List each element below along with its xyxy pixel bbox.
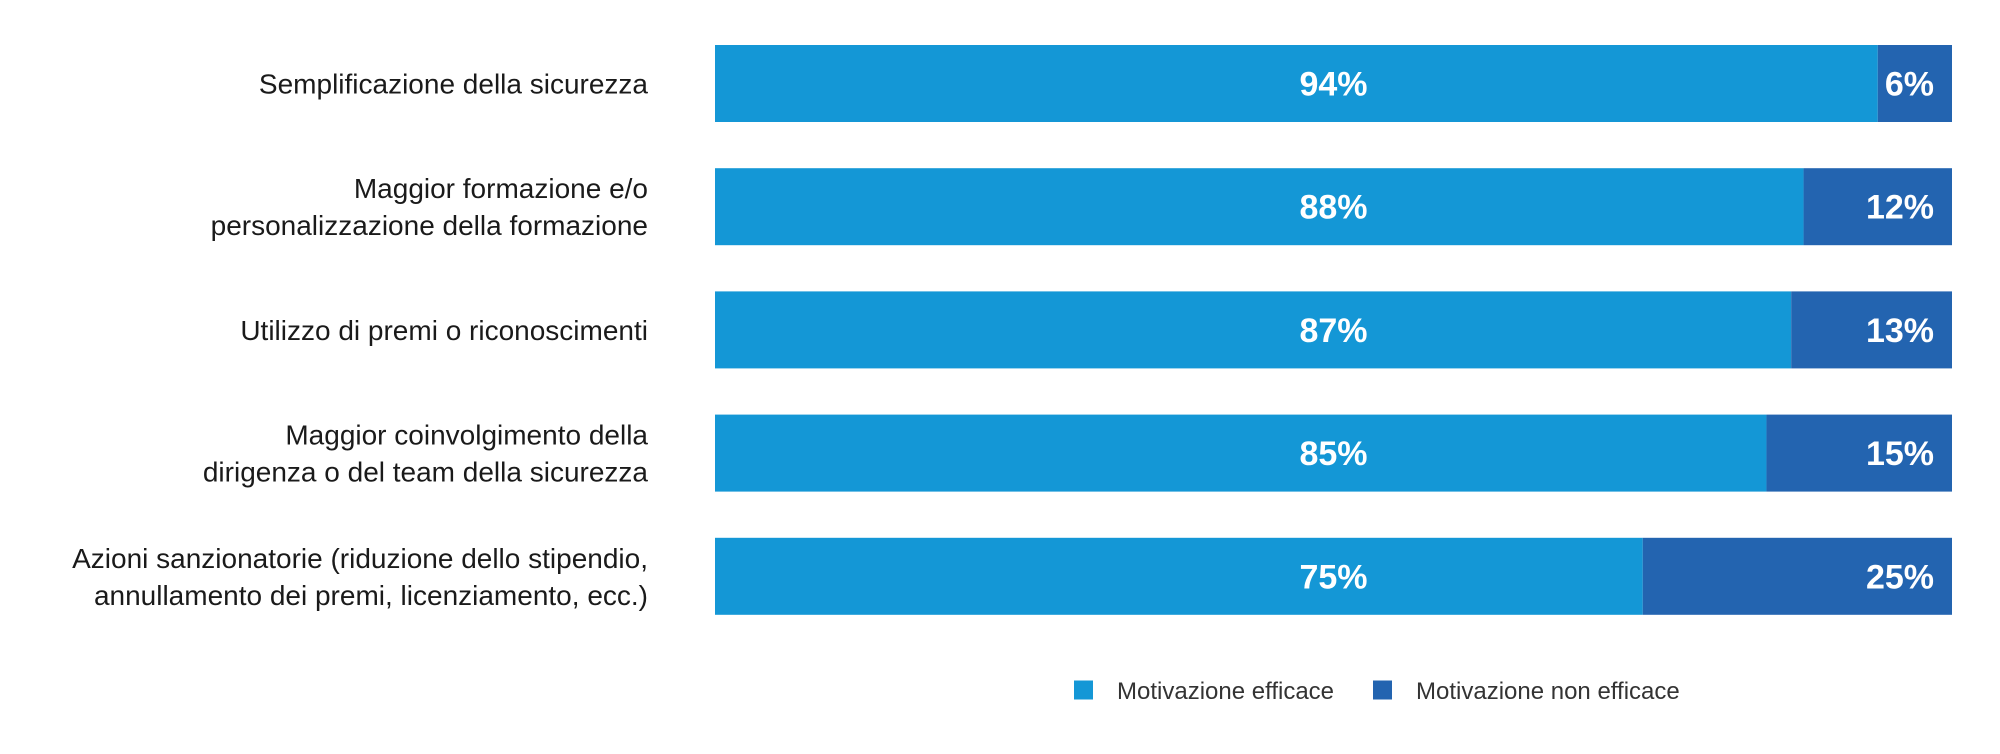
data-label: 75% — [1299, 558, 1367, 596]
legend-swatch — [1074, 680, 1093, 700]
bar-segment-non-efficace — [1766, 414, 1952, 492]
data-label: 15% — [1866, 435, 1934, 473]
category-label: Maggior coinvolgimento della — [285, 420, 648, 451]
data-label: 13% — [1866, 312, 1934, 350]
bar-segment-non-efficace — [1803, 168, 1952, 246]
bar-segment-efficace — [715, 45, 1878, 122]
category-label: Semplificazione della sicurezza — [259, 69, 649, 100]
legend-swatch — [1373, 680, 1392, 700]
data-label: 25% — [1866, 558, 1934, 596]
legend-label: Motivazione efficace — [1117, 678, 1334, 705]
bar-segment-efficace — [715, 168, 1804, 246]
category-label: annullamento dei premi, licenziamento, e… — [94, 580, 648, 611]
bar-segment-efficace — [715, 414, 1767, 492]
bar-segment-efficace — [715, 537, 1643, 615]
data-label: 87% — [1299, 312, 1367, 350]
bar-segment-non-efficace — [1642, 537, 1952, 615]
data-label: 12% — [1866, 189, 1934, 227]
data-label: 85% — [1299, 435, 1367, 473]
data-label: 94% — [1299, 66, 1367, 104]
category-label: Maggior formazione e/o — [354, 173, 648, 204]
category-label: personalizzazione della formazione — [211, 210, 648, 241]
category-label: Azioni sanzionatorie (riduzione dello st… — [72, 543, 648, 574]
legend-label: Motivazione non efficace — [1416, 678, 1680, 705]
category-label: Utilizzo di premi o riconoscimenti — [240, 315, 648, 346]
data-label: 6% — [1885, 66, 1934, 104]
data-label: 88% — [1299, 189, 1367, 227]
bar-segment-efficace — [715, 291, 1792, 369]
category-label: dirigenza o del team della sicurezza — [203, 457, 649, 488]
bar-segment-non-efficace — [1791, 291, 1952, 369]
bar-segment-non-efficace — [1877, 45, 1952, 122]
